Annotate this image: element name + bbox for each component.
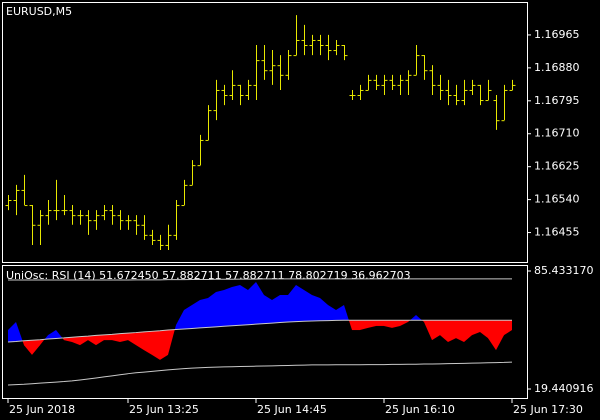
oscillator-fill	[256, 281, 264, 325]
oscillator-frame	[2, 265, 528, 399]
oscillator-fill	[296, 285, 304, 322]
oscillator-fill	[16, 322, 23, 342]
oscillator-fill	[448, 320, 456, 343]
oscillator-fill	[128, 332, 136, 346]
oscillator-fill	[240, 285, 248, 326]
oscillator-fill	[248, 281, 256, 325]
oscillator-fill	[104, 334, 112, 341]
oscillator-fill	[504, 320, 512, 336]
oscillator-fill	[456, 320, 464, 343]
oscillator-fill	[80, 336, 88, 346]
oscillator-fill	[200, 298, 208, 328]
oscillator-fill	[488, 320, 496, 351]
y-tick-label: 85.433170	[534, 264, 594, 277]
oscillator-fill	[288, 285, 296, 323]
oscillator-fill	[304, 290, 312, 322]
oscillator-fill	[416, 315, 422, 321]
oscillator-fill	[44, 335, 48, 340]
x-tick-label: 25 Jun 13:25	[129, 403, 199, 416]
oscillator-fill	[120, 333, 128, 343]
oscillator-fill	[144, 331, 152, 355]
lower-line	[7, 361, 513, 386]
oscillator-fill	[272, 295, 280, 324]
oscillator-fill	[440, 320, 448, 343]
oscillator-fill	[496, 320, 504, 351]
oscillator-fill	[352, 320, 360, 331]
oscillator-fill	[328, 305, 336, 321]
oscillator-fill	[56, 330, 63, 339]
oscillator-fill	[136, 331, 144, 351]
oscillator-fill	[410, 315, 416, 321]
oscillator-fill	[216, 290, 224, 327]
oscillator-fill	[184, 305, 192, 329]
oscillator-fill	[224, 286, 232, 327]
x-tick-label: 25 Jun 17:30	[513, 403, 583, 416]
y-tick-label: 1.16710	[534, 127, 580, 140]
oscillator-fill	[72, 336, 80, 346]
oscillator-fill	[208, 291, 216, 328]
oscillator-fill	[264, 295, 272, 324]
oscillator-fill	[152, 330, 160, 360]
oscillator-fill	[472, 320, 480, 336]
oscillator-fill	[96, 334, 104, 346]
oscillator-fill	[480, 320, 488, 339]
oscillator-fill	[424, 320, 432, 341]
oscillator-fill	[464, 320, 472, 343]
x-tick-label: 25 Jun 16:10	[385, 403, 455, 416]
oscillator-fill	[232, 285, 240, 326]
oscillator-fill	[280, 295, 288, 323]
y-tick-label: 1.16455	[534, 226, 580, 239]
y-tick-label: 1.16880	[534, 61, 580, 74]
oscillator-fill	[376, 320, 384, 326]
oscillator-fill	[32, 339, 40, 355]
oscillator-fill	[360, 320, 368, 331]
oscillator-fill	[88, 335, 96, 346]
y-tick-label: 1.16965	[534, 28, 580, 41]
oscillator-fill	[48, 330, 56, 340]
oscillator-fill	[64, 337, 72, 343]
oscillator-fill	[22, 340, 24, 346]
oscillator-fill	[312, 295, 320, 321]
oscillator-fill	[384, 320, 392, 328]
oscillator-fill	[8, 322, 16, 343]
oscillator-fill	[432, 320, 440, 341]
oscillator-fill	[24, 340, 32, 355]
price-frame	[2, 2, 528, 263]
oscillator-fill	[344, 305, 349, 321]
oscillator-fill	[168, 329, 175, 355]
oscillator-fill	[174, 325, 176, 330]
oscillator-fill	[348, 320, 352, 331]
x-tick-label: 25 Jun 2018	[9, 403, 75, 416]
oscillator-fill	[392, 320, 400, 328]
oscillator-fill	[320, 298, 328, 321]
oscillator-fill	[336, 305, 344, 321]
y-tick-label: 1.16795	[534, 94, 580, 107]
y-tick-label: 1.16625	[534, 160, 580, 173]
oscillator-fill	[176, 310, 184, 330]
chart-title: EURUSD,M5	[6, 5, 72, 18]
oscillator-fill	[368, 320, 376, 328]
oscillator-fill	[192, 300, 200, 329]
oscillator-fill	[112, 333, 120, 343]
upper-line	[8, 278, 512, 281]
oscillator-fill	[40, 339, 45, 346]
x-tick-label: 25 Jun 14:45	[257, 403, 327, 416]
y-tick-label: 19.440916	[534, 382, 594, 395]
oscillator-fill	[400, 320, 408, 326]
y-tick-label: 1.16540	[534, 193, 580, 206]
signal-line	[7, 319, 512, 343]
oscillator-fill	[160, 330, 168, 360]
